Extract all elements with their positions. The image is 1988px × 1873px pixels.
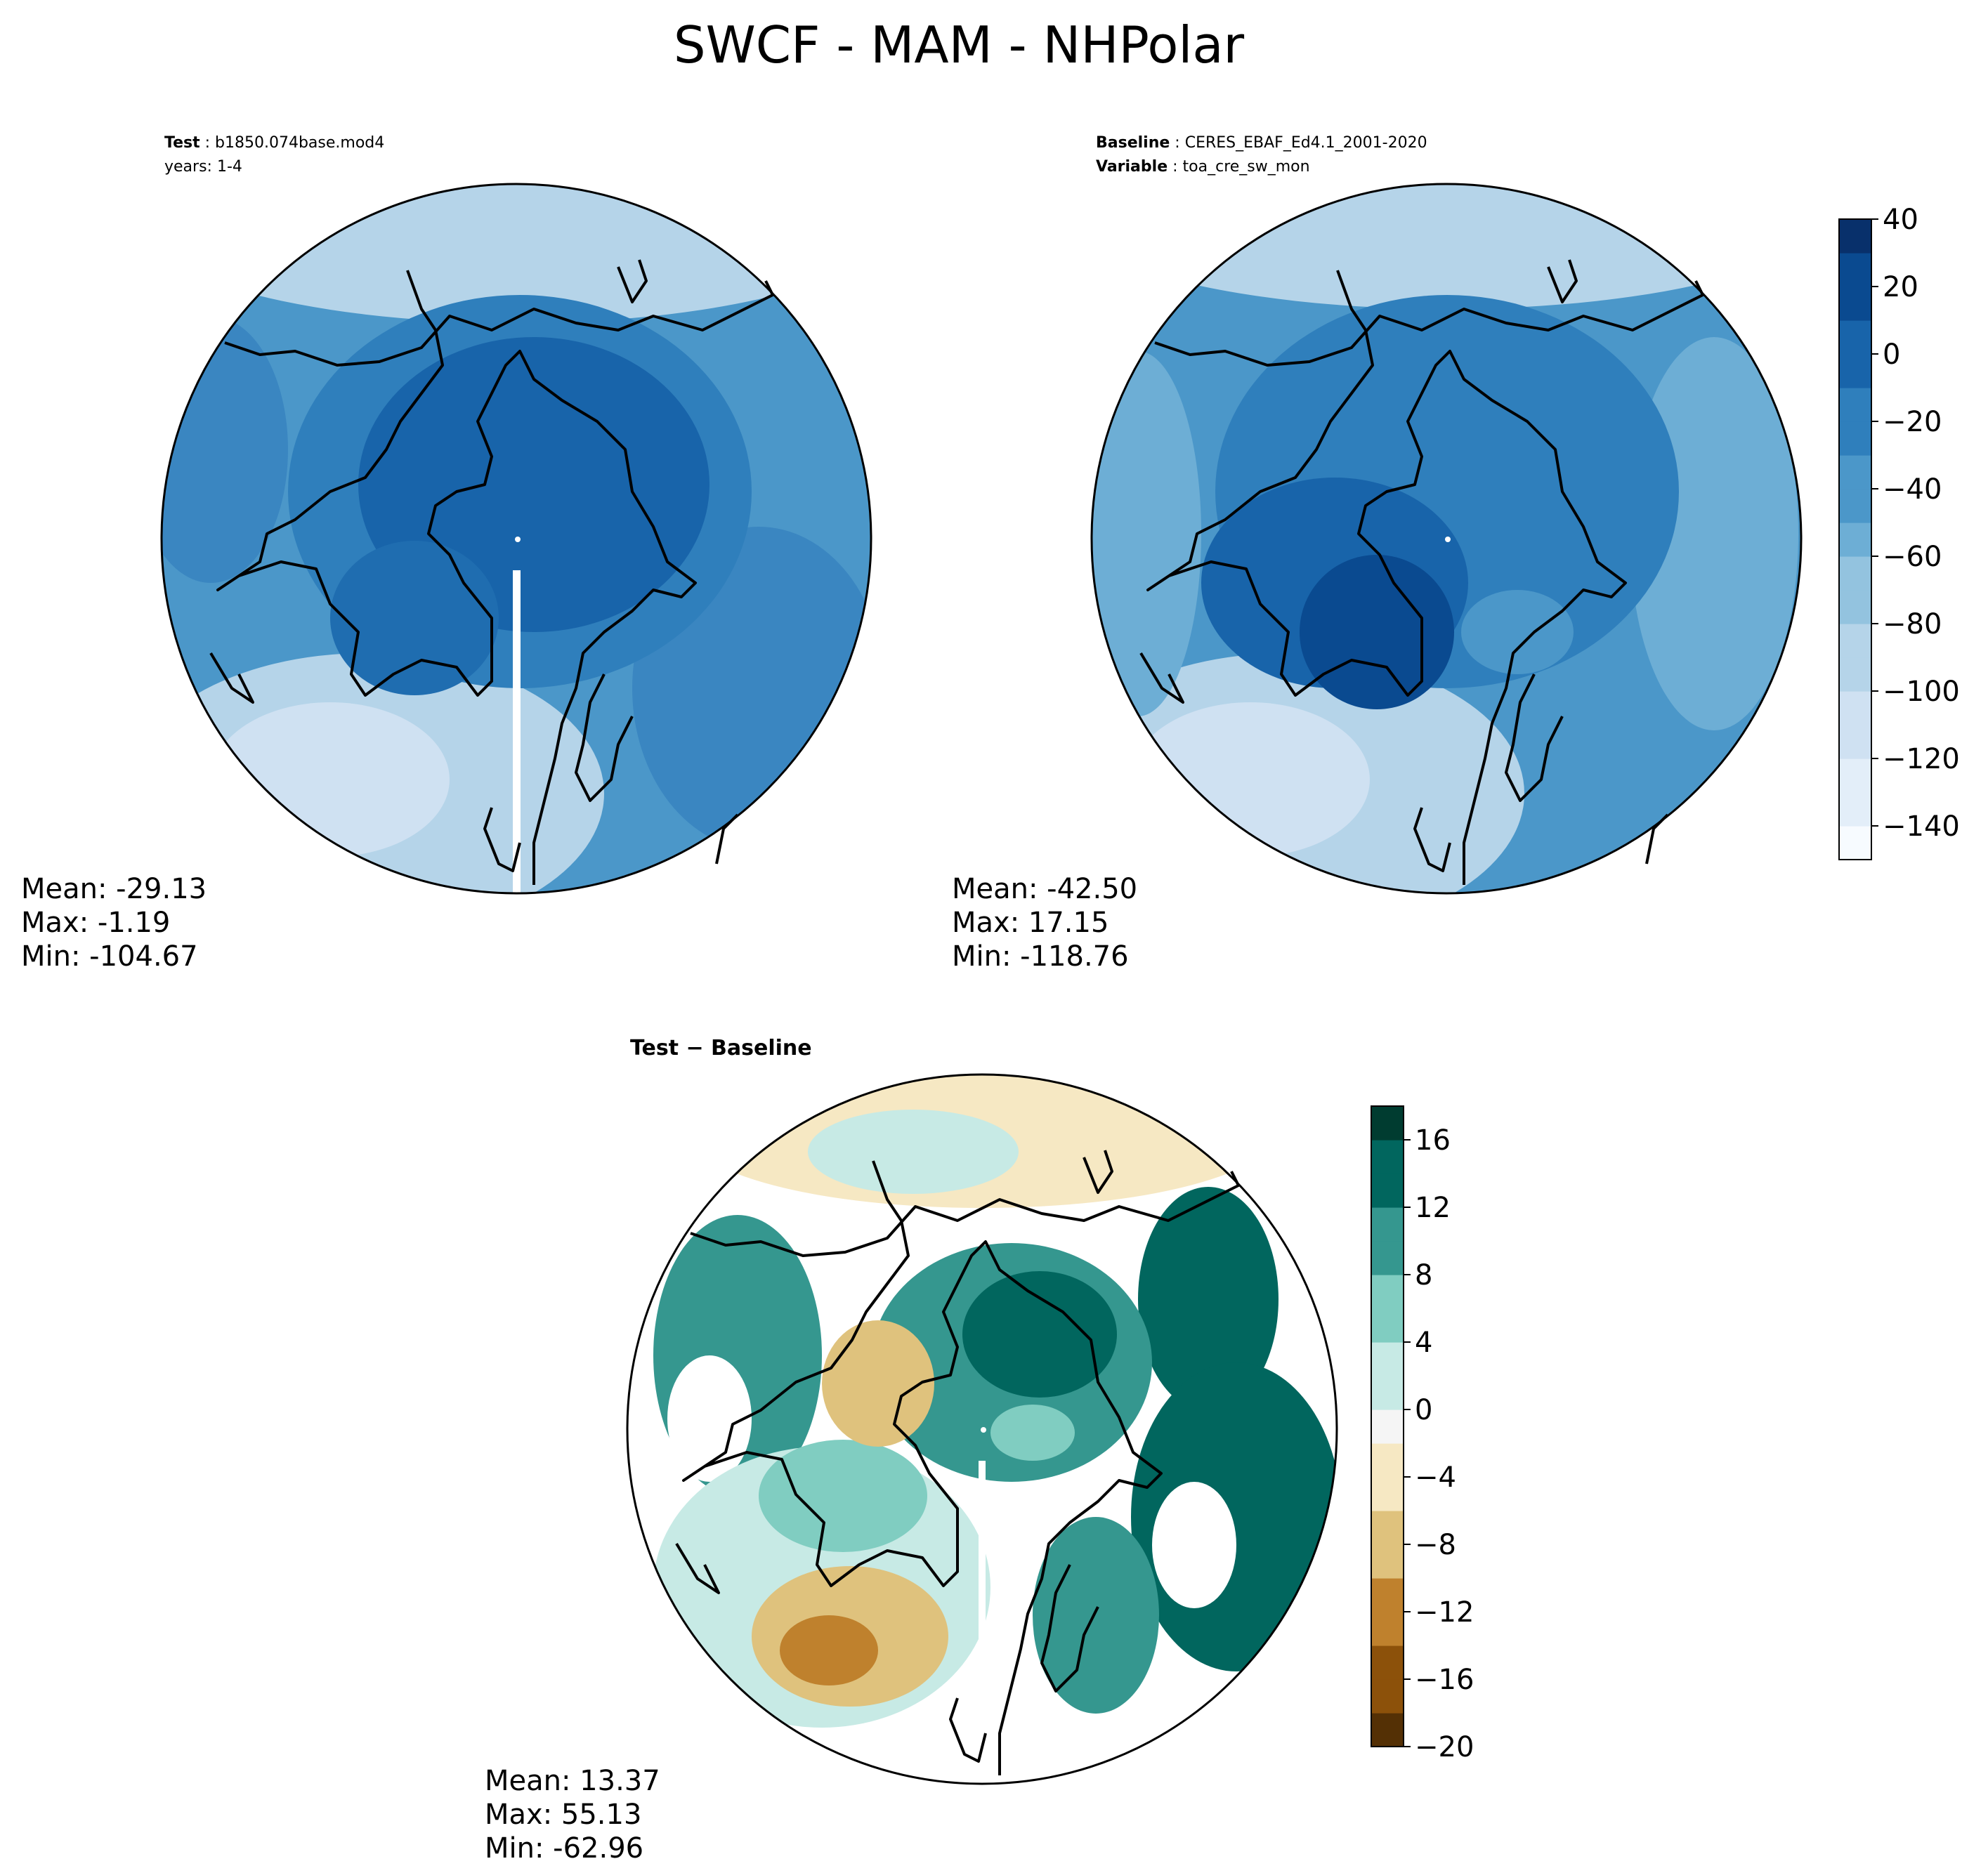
baseline-label-value: CERES_EBAF_Ed4.1_2001-2020 [1184,134,1427,152]
blues-colorbar-tick-label: −80 [1883,608,1942,640]
baseline-max: Max: 17.15 [952,907,1109,939]
brbg-colorbar-segment [1371,1578,1404,1612]
baseline-header: Baseline : CERES_EBAF_Ed4.1_2001-2020 Va… [1096,134,1427,176]
blues-colorbar-segment [1839,455,1871,489]
test-min: Min: -104.67 [21,940,198,973]
blues-colorbar-segment [1839,253,1871,287]
brbg-colorbar-frame [1371,1105,1404,1747]
blues-colorbar-tick-label: −100 [1883,676,1960,708]
brbg-colorbar-segment [1371,1342,1404,1376]
blues-colorbar-segment [1839,287,1871,321]
blues-colorbar-segment [1839,421,1871,456]
blues-colorbar-tick-label: −120 [1883,743,1960,775]
baseline-map [1090,183,1803,895]
test-label-key: Test [164,134,200,152]
blues-colorbar-segment [1839,320,1871,355]
baseline-variable-key: Variable [1096,158,1168,176]
brbg-colorbar-tick-label: −20 [1415,1731,1474,1763]
blues-colorbar-tick-label: 40 [1883,204,1918,236]
blues-colorbar-tick-label: −140 [1883,810,1960,843]
blues-colorbar-segment [1839,792,1871,827]
brbg-colorbar-tick-label: −8 [1415,1529,1456,1561]
blues-colorbar-tick-label: 0 [1883,339,1900,371]
test-mean: Mean: -29.13 [21,873,207,905]
baseline-min: Min: -118.76 [952,940,1129,973]
diff-coastlines [675,1150,1240,1775]
test-label-value: b1850.074base.mod4 [215,134,385,152]
brbg-colorbar-segment [1371,1140,1404,1174]
brbg-colorbar-segment [1371,1612,1404,1646]
brbg-colorbar-segment [1371,1275,1404,1309]
blues-colorbar-segment [1839,826,1871,860]
blues-colorbar-frame [1838,218,1872,860]
brbg-colorbar-segment [1371,1544,1404,1579]
test-years: years: 1-4 [164,158,242,176]
colorbar-blues: 40 20 0 −20 −40 −60 −80 −100 −120 −140 [1838,204,1960,860]
baseline-label-key: Baseline [1096,134,1170,152]
blues-colorbar-segment [1839,624,1871,658]
blues-colorbar-tick-label: −60 [1883,541,1942,573]
brbg-colorbar-tick-label: 4 [1415,1327,1432,1359]
diff-map [626,1073,1338,1785]
brbg-colorbar-tick-label: 16 [1415,1124,1451,1157]
brbg-colorbar-segment [1371,1511,1404,1545]
brbg-colorbar-segment [1371,1477,1404,1511]
diff-max: Max: 55.13 [485,1799,642,1831]
test-stats: Mean: -29.13 Max: -1.19 Min: -104.67 [21,872,207,973]
brbg-colorbar-tick-label: 0 [1415,1394,1432,1426]
brbg-colorbar-segment [1371,1174,1404,1208]
blues-colorbar-segment [1839,523,1871,557]
brbg-colorbar-tick-label: 12 [1415,1192,1451,1224]
blues-colorbar-segment [1839,489,1871,523]
baseline-variable-value: toa_cre_sw_mon [1182,158,1310,176]
test-map [160,183,872,895]
baseline-stats: Mean: -42.50 Max: 17.15 Min: -118.76 [952,872,1137,973]
brbg-colorbar-tick-label: −12 [1415,1596,1474,1629]
brbg-colorbar-tick-label: −16 [1415,1664,1474,1696]
blues-colorbar-segment [1839,725,1871,759]
diff-min: Min: -62.96 [485,1832,644,1865]
blues-colorbar-segment [1839,590,1871,624]
brbg-colorbar-segment [1371,1713,1404,1747]
blues-colorbar-tick-label: 20 [1883,271,1918,303]
blues-colorbar-segment [1839,354,1871,388]
blues-colorbar-tick-label: −40 [1883,473,1942,506]
blues-colorbar-segment [1839,657,1871,692]
diff-stats: Mean: 13.37 Max: 55.13 Min: -62.96 [485,1764,660,1865]
test-header: Test : b1850.074base.mod4 years: 1-4 [164,131,384,179]
brbg-colorbar-segment [1371,1409,1404,1444]
brbg-colorbar-segment [1371,1645,1404,1680]
blues-colorbar-segment [1839,219,1871,254]
blues-colorbar-segment [1839,556,1871,591]
brbg-colorbar-segment [1371,1679,1404,1714]
blues-colorbar-segment [1839,758,1871,793]
blues-colorbar-segment [1839,388,1871,422]
diff-title: Test − Baseline [630,1036,812,1060]
diff-mean: Mean: 13.37 [485,1765,660,1797]
brbg-colorbar-segment [1371,1207,1404,1242]
brbg-colorbar-segment [1371,1376,1404,1410]
blues-colorbar-segment [1839,691,1871,725]
brbg-colorbar-segment [1371,1308,1404,1343]
brbg-colorbar-segment [1371,1443,1404,1478]
brbg-colorbar-segment [1371,1241,1404,1275]
brbg-colorbar-tick-label: 8 [1415,1259,1432,1292]
baseline-mean: Mean: -42.50 [952,873,1138,905]
figure-title: SWCF - MAM - NHPolar [673,15,1245,74]
brbg-colorbar-tick-label: −4 [1415,1461,1456,1494]
baseline-coastlines [1139,259,1704,885]
blues-colorbar-tick-label: −20 [1883,406,1942,438]
brbg-colorbar-segment [1371,1106,1404,1141]
test-max: Max: -1.19 [21,907,171,939]
colorbar-brbg: 16 12 8 4 0 −4 −8 −12 −16 −20 [1371,1105,1474,1763]
